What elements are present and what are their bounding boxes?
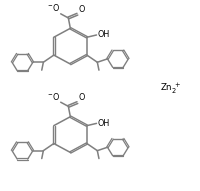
Text: O: O: [78, 93, 84, 102]
Text: $^{-}$O: $^{-}$O: [47, 91, 60, 102]
Text: OH: OH: [97, 30, 109, 39]
Text: 2: 2: [170, 88, 175, 94]
Text: $^{-}$O: $^{-}$O: [47, 2, 60, 13]
Text: +: +: [174, 82, 179, 88]
Text: O: O: [78, 5, 84, 14]
Text: Zn: Zn: [160, 83, 171, 92]
Text: OH: OH: [97, 119, 109, 128]
